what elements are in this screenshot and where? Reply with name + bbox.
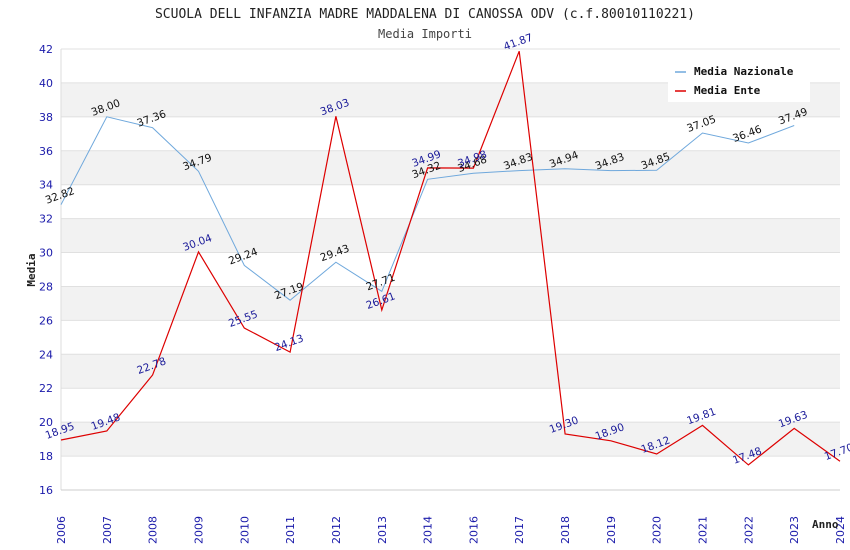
x-tick-label: 2016 <box>467 516 480 544</box>
grid-band <box>61 388 840 423</box>
y-tick-label: 22 <box>39 382 53 395</box>
x-tick-label: 2023 <box>788 516 801 544</box>
x-tick-label: 2009 <box>192 516 205 544</box>
x-tick-label: 2021 <box>697 516 710 544</box>
y-tick-label: 28 <box>39 280 53 293</box>
x-tick-label: 2022 <box>742 516 755 544</box>
grid-band <box>61 422 840 457</box>
legend-label-ente: Media Ente <box>694 84 761 97</box>
x-tick-label: 2017 <box>513 516 526 544</box>
chart-title: SCUOLA DELL INFANZIA MADRE MADDALENA DI … <box>155 7 695 22</box>
x-tick-label: 2020 <box>651 516 664 544</box>
y-tick-label: 16 <box>39 484 53 497</box>
x-tick-label: 2012 <box>330 516 343 544</box>
series-line-ente <box>60 50 841 466</box>
y-tick-label: 38 <box>39 111 53 124</box>
y-tick-label: 34 <box>39 179 53 192</box>
legend-label-nazionale: Media Nazionale <box>694 65 794 78</box>
y-tick-label: 24 <box>39 348 53 361</box>
series-line-nazionale <box>60 116 795 301</box>
x-tick-label: 2024 <box>834 516 847 544</box>
y-tick-label: 30 <box>39 247 53 260</box>
legend-box <box>668 60 810 102</box>
grid-band <box>61 286 840 321</box>
y-tick-label: 18 <box>39 450 53 463</box>
series-lines <box>60 50 841 466</box>
x-tick-label: 2006 <box>55 516 68 544</box>
grid-bands <box>60 48 840 491</box>
x-tick-label: 2018 <box>559 516 572 544</box>
legend: Media Nazionale Media Ente <box>668 60 810 102</box>
x-tick-label: 2010 <box>238 516 251 544</box>
grid-band <box>61 320 840 355</box>
grid-band <box>61 116 840 151</box>
y-tick-label: 20 <box>39 416 53 429</box>
x-tick-label: 2013 <box>376 516 389 544</box>
grid-band <box>61 456 840 490</box>
grid-band <box>61 218 840 253</box>
y-axis-ticks: 16 18 20 22 24 26 28 30 32 34 36 38 40 42 <box>39 43 53 497</box>
y-tick-label: 36 <box>39 145 53 158</box>
x-tick-label: 2011 <box>284 516 297 544</box>
x-tick-label: 2008 <box>147 516 160 544</box>
x-tick-label: 2019 <box>605 516 618 544</box>
y-tick-label: 40 <box>39 77 53 90</box>
x-axis-ticks: 2006 2007 2008 2009 2010 2011 2012 2013 2014 2016… <box>55 516 847 544</box>
grid-band <box>61 354 840 389</box>
x-tick-label: 2007 <box>101 516 114 544</box>
y-tick-label: 32 <box>39 213 53 226</box>
y-tick-label: 26 <box>39 314 53 327</box>
grid-band <box>61 184 840 219</box>
chart-subtitle: Media Importi <box>378 27 472 41</box>
y-axis-label: Media <box>25 253 38 286</box>
grid-band <box>61 252 840 287</box>
x-axis-label: Anno <box>812 518 839 531</box>
x-tick-label: 2014 <box>422 516 435 544</box>
y-tick-label: 42 <box>39 43 53 56</box>
